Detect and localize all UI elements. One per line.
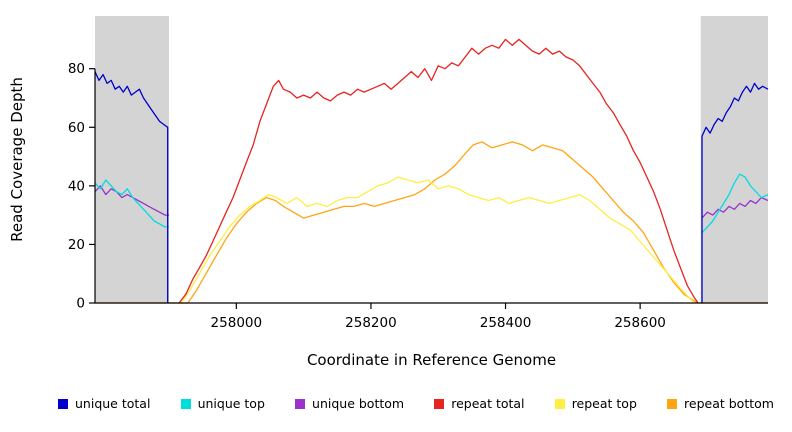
legend: unique total unique top unique bottom repea… xyxy=(0,396,792,411)
legend-item-repeat-total: repeat total xyxy=(434,396,525,411)
legend-label-repeat-top: repeat top xyxy=(571,396,637,411)
y-axis-label: Read Coverage Depth xyxy=(8,77,26,242)
legend-label-unique-bottom: unique bottom xyxy=(312,396,405,411)
legend-item-unique-bottom: unique bottom xyxy=(295,396,404,411)
legend-item-unique-top: unique top xyxy=(180,396,265,411)
legend-item-repeat-bottom: repeat bottom xyxy=(667,396,774,411)
series-unique-bottom xyxy=(701,196,769,219)
legend-item-unique-total: unique total xyxy=(58,396,150,411)
legend-swatch-repeat-total xyxy=(434,398,445,409)
legend-label-unique-top: unique top xyxy=(197,396,265,411)
y-tick-label: 40 xyxy=(68,178,85,194)
series-unique-top xyxy=(701,173,769,234)
legend-swatch-repeat-top xyxy=(554,398,565,409)
legend-swatch-unique-total xyxy=(58,398,68,409)
coverage-plot: 0 20 40 60 80 258000 258200 258400 258600 Coordin… xyxy=(8,16,769,369)
series-repeat-top xyxy=(180,176,695,304)
y-tick-label: 80 xyxy=(68,61,85,77)
legend-swatch-unique-top xyxy=(180,398,191,409)
x-tick-label: 258000 xyxy=(211,315,263,331)
legend-swatch-repeat-bottom xyxy=(667,398,678,409)
series-unique-total xyxy=(94,71,169,303)
y-tick-label: 60 xyxy=(68,120,85,136)
unique-region-left xyxy=(95,16,170,303)
x-axis-label: Coordinate in Reference Genome xyxy=(307,351,556,369)
y-tick-label: 0 xyxy=(76,296,85,312)
x-tick-label: 258200 xyxy=(345,315,397,331)
y-tick-label: 20 xyxy=(68,237,85,253)
x-tick-label: 258400 xyxy=(480,315,532,331)
series-repeat-bottom xyxy=(187,141,699,304)
legend-item-repeat-top: repeat top xyxy=(554,396,637,411)
unique-region-right xyxy=(700,16,768,303)
legend-swatch-unique-bottom xyxy=(295,398,306,409)
series-unique-total xyxy=(701,82,769,303)
legend-label-unique-total: unique total xyxy=(75,396,151,411)
legend-label-repeat-total: repeat total xyxy=(451,396,525,411)
legend-label-repeat-bottom: repeat bottom xyxy=(684,396,774,411)
x-tick-label: 258600 xyxy=(614,315,666,331)
series-unique-top xyxy=(94,179,169,228)
series-repeat-total xyxy=(178,38,699,304)
